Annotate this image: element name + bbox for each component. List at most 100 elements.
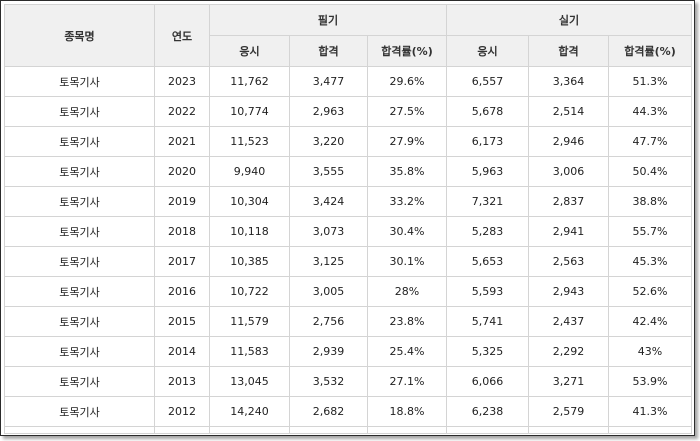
header-practical-passed: 합격 (528, 35, 610, 67)
cell-empty (154, 426, 210, 434)
cell-written-passed: 3,125 (289, 246, 368, 277)
cell-written-rate: 27.5% (366, 96, 448, 127)
cell-practical-rate: 52.6% (608, 276, 693, 307)
cell-year: 2016 (154, 276, 210, 307)
cell-written-applicants: 14,240 (209, 396, 290, 427)
cell-practical-passed: 2,837 (528, 186, 610, 217)
cell-empty (446, 426, 530, 434)
table-row: 토목기사 2015 11,579 2,756 23.8% 5,741 2,437 42.4% (4, 306, 693, 337)
cell-name: 토목기사 (4, 216, 155, 247)
cell-empty (209, 426, 290, 434)
cell-practical-passed: 2,292 (528, 336, 610, 367)
cell-practical-passed: 2,943 (528, 276, 610, 307)
cell-practical-applicants: 5,283 (446, 216, 530, 247)
header-written: 필기 (208, 4, 448, 36)
cell-written-rate: 30.4% (366, 216, 448, 247)
header-practical-applicants: 응시 (446, 35, 530, 67)
cell-written-rate: 29.6% (366, 66, 448, 97)
table-row: 토목기사 2012 14,240 2,682 18.8% 6,238 2,579 41.3% (4, 396, 693, 427)
table-row: 토목기사 2020 9,940 3,555 35.8% 5,963 3,006 50.4% (4, 156, 693, 187)
table-header: 종목명 연도 필기 실기 응시 합격 합격률(%) 응시 합격 합격률(%) (4, 4, 693, 67)
cell-written-applicants: 10,774 (209, 96, 290, 127)
cell-name: 토목기사 (4, 186, 155, 217)
cell-practical-applicants: 5,325 (446, 336, 530, 367)
cell-year: 2012 (154, 396, 210, 427)
cell-practical-rate: 42.4% (608, 306, 693, 337)
exam-statistics-table: 종목명 연도 필기 실기 응시 합격 합격률(%) 응시 합격 합격률(%) 토… (4, 4, 693, 434)
header-row-sub: 응시 합격 합격률(%) 응시 합격 합격률(%) (5, 35, 693, 67)
cell-written-passed: 3,477 (289, 66, 368, 97)
cell-year: 2022 (154, 96, 210, 127)
cell-practical-passed: 2,514 (528, 96, 610, 127)
cell-written-applicants: 11,583 (209, 336, 290, 367)
cell-written-rate: 30.1% (366, 246, 448, 277)
table-row: 토목기사 2019 10,304 3,424 33.2% 7,321 2,837 38.8% (4, 186, 693, 217)
cell-name: 토목기사 (4, 126, 155, 157)
table-body: 토목기사 2023 11,762 3,477 29.6% 6,557 3,364 51.3% 토… (4, 66, 693, 434)
cell-practical-passed: 2,941 (528, 216, 610, 247)
cell-empty (289, 426, 368, 434)
cell-practical-applicants: 5,593 (446, 276, 530, 307)
cell-year: 2018 (154, 216, 210, 247)
cell-practical-rate: 43% (608, 336, 693, 367)
cell-written-rate: 18.8% (366, 396, 448, 427)
cell-year: 2020 (154, 156, 210, 187)
cell-practical-applicants: 7,321 (446, 186, 530, 217)
header-written-rate: 합격률(%) (366, 35, 448, 67)
cell-name: 토목기사 (4, 366, 155, 397)
cell-written-passed: 3,005 (289, 276, 368, 307)
cell-written-applicants: 11,523 (209, 126, 290, 157)
cell-practical-applicants: 5,653 (446, 246, 530, 277)
table-row: 토목기사 2023 11,762 3,477 29.6% 6,557 3,364 51.3% (4, 66, 693, 97)
cell-written-passed: 2,756 (289, 306, 368, 337)
cell-written-passed: 2,963 (289, 96, 368, 127)
header-year: 연도 (154, 4, 210, 67)
cell-practical-passed: 2,579 (528, 396, 610, 427)
cell-written-rate: 23.8% (366, 306, 448, 337)
cell-practical-rate: 55.7% (608, 216, 693, 247)
table-row: 토목기사 2021 11,523 3,220 27.9% 6,173 2,946 47.7% (4, 126, 693, 157)
cell-written-rate: 25.4% (366, 336, 448, 367)
cell-empty (608, 426, 693, 434)
cell-name: 토목기사 (4, 96, 155, 127)
cell-written-applicants: 9,940 (209, 156, 290, 187)
cell-year: 2023 (154, 66, 210, 97)
cell-written-applicants: 10,118 (209, 216, 290, 247)
header-practical: 실기 (446, 4, 693, 36)
cell-name: 토목기사 (4, 246, 155, 277)
cell-written-applicants: 10,722 (209, 276, 290, 307)
header-row-top: 종목명 연도 필기 실기 (4, 4, 693, 67)
cell-name: 토목기사 (4, 156, 155, 187)
header-practical-rate: 합격률(%) (608, 35, 693, 67)
cell-empty (528, 426, 610, 434)
cell-empty (4, 426, 155, 434)
cell-practical-passed: 2,437 (528, 306, 610, 337)
cell-practical-applicants: 5,963 (446, 156, 530, 187)
cell-written-rate: 28% (366, 276, 448, 307)
cell-year: 2015 (154, 306, 210, 337)
table-row: 토목기사 2013 13,045 3,532 27.1% 6,066 3,271 53.9% (4, 366, 693, 397)
cell-practical-passed: 3,364 (528, 66, 610, 97)
cell-written-rate: 35.8% (366, 156, 448, 187)
cell-practical-rate: 51.3% (608, 66, 693, 97)
cell-practical-passed: 3,271 (528, 366, 610, 397)
cell-practical-rate: 47.7% (608, 126, 693, 157)
cell-written-passed: 3,532 (289, 366, 368, 397)
cell-written-rate: 27.9% (366, 126, 448, 157)
cell-written-applicants: 13,045 (209, 366, 290, 397)
cell-written-passed: 3,073 (289, 216, 368, 247)
cell-year: 2014 (154, 336, 210, 367)
table-row: 토목기사 2022 10,774 2,963 27.5% 5,678 2,514 44.3% (4, 96, 693, 127)
cell-written-passed: 2,939 (289, 336, 368, 367)
cell-practical-rate: 50.4% (608, 156, 693, 187)
cell-practical-rate: 44.3% (608, 96, 693, 127)
table-row-cut-off (4, 426, 693, 434)
cell-empty (366, 426, 448, 434)
cell-practical-rate: 45.3% (608, 246, 693, 277)
cell-written-applicants: 11,762 (209, 66, 290, 97)
cell-practical-passed: 2,563 (528, 246, 610, 277)
cell-written-applicants: 10,385 (209, 246, 290, 277)
cell-written-rate: 33.2% (366, 186, 448, 217)
cell-name: 토목기사 (4, 336, 155, 367)
